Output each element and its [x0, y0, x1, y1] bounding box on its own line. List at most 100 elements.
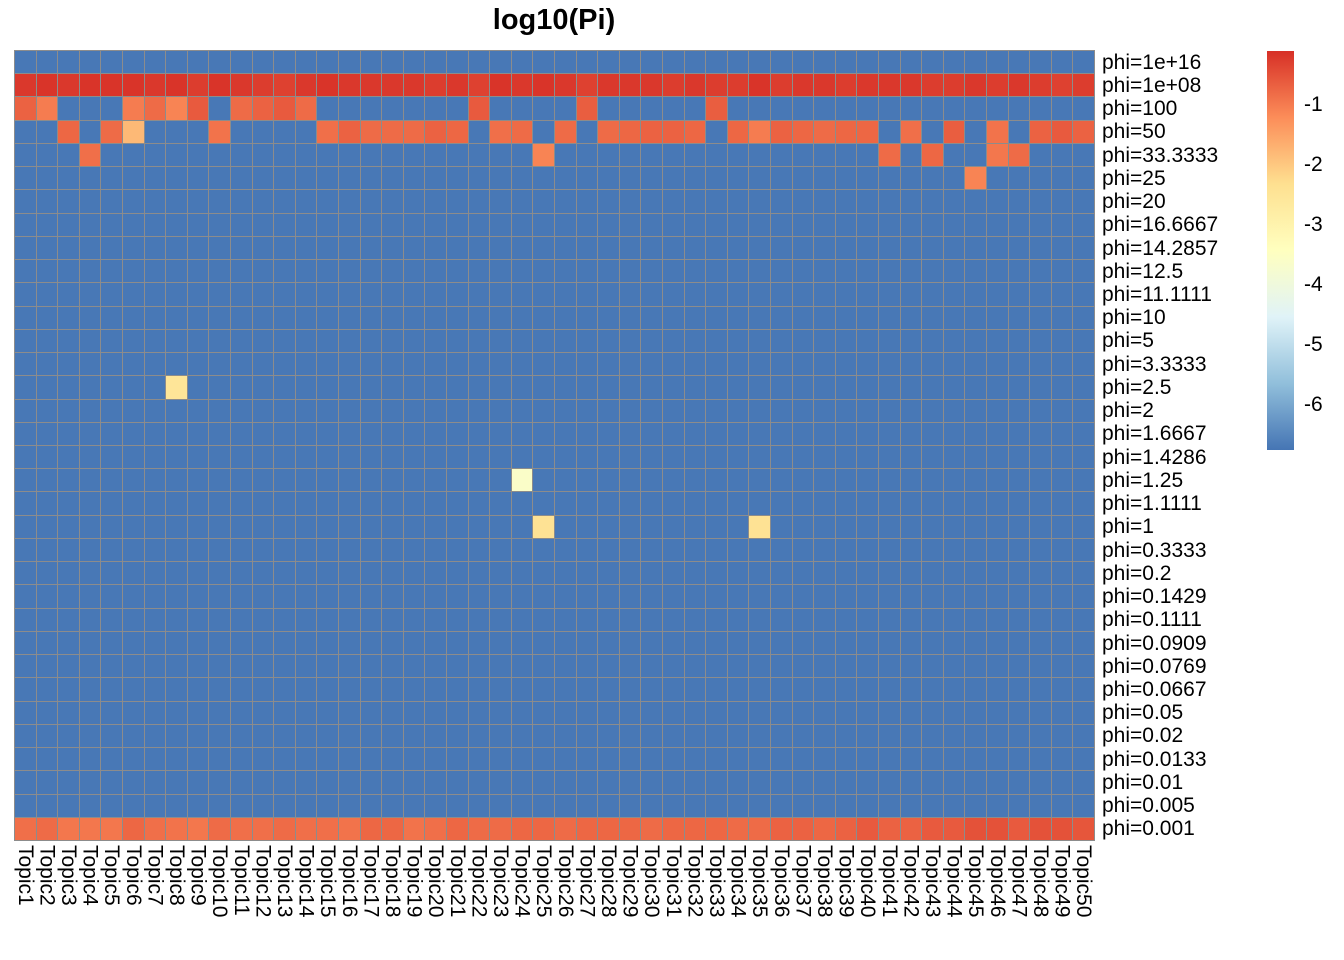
heatmap-cell	[899, 352, 923, 377]
heatmap-cell	[446, 445, 469, 470]
heatmap-cell	[683, 816, 707, 841]
heatmap-cell	[554, 305, 577, 330]
heatmap-cell	[964, 723, 987, 749]
heatmap-cell	[338, 630, 361, 656]
heatmap-cell	[165, 793, 188, 818]
heatmap-cell	[942, 235, 966, 261]
heatmap-cell	[78, 584, 102, 609]
heatmap-cell	[942, 723, 966, 749]
heatmap-cell	[791, 723, 815, 749]
heatmap-cell	[726, 537, 750, 563]
heatmap-cell	[273, 305, 296, 330]
heatmap-cell	[748, 445, 771, 470]
heatmap-cell	[986, 328, 1009, 354]
heatmap-cell	[813, 723, 836, 749]
heatmap-cell	[662, 398, 685, 423]
heatmap-cell	[748, 142, 771, 168]
heatmap-cell	[1072, 73, 1095, 98]
heatmap-cell	[834, 537, 858, 563]
heatmap-cell	[899, 445, 923, 470]
heatmap-cell	[813, 189, 836, 214]
heatmap-cell	[942, 352, 966, 377]
heatmap-cell	[770, 305, 793, 330]
heatmap-cell	[208, 654, 231, 679]
heatmap-cell	[554, 142, 577, 168]
heatmap-cell	[381, 770, 404, 795]
heatmap-cell	[770, 398, 793, 423]
heatmap-cell	[748, 352, 771, 377]
heatmap-cell	[338, 212, 361, 237]
heatmap-cell	[14, 352, 37, 377]
heatmap-cell	[986, 166, 1009, 191]
heatmap-cell	[35, 747, 59, 772]
heatmap-cell	[748, 747, 771, 772]
column-label: Topic16	[337, 845, 361, 918]
heatmap-cell	[316, 166, 339, 191]
heatmap-cell	[230, 212, 253, 237]
heatmap-cell	[100, 235, 123, 261]
heatmap-cell	[1072, 212, 1095, 237]
heatmap-cell	[554, 352, 577, 377]
heatmap-cell	[748, 282, 771, 307]
heatmap-cell	[100, 375, 123, 400]
heatmap-cell	[446, 259, 469, 284]
heatmap-cell	[878, 73, 901, 98]
heatmap-cell	[942, 328, 966, 354]
heatmap-cell	[1072, 537, 1095, 563]
heatmap-cell	[316, 305, 339, 330]
heatmap-cell	[251, 73, 275, 98]
heatmap-cell	[230, 723, 253, 749]
heatmap-cell	[575, 793, 599, 818]
heatmap-cell	[316, 584, 339, 609]
heatmap-cell	[251, 514, 275, 539]
heatmap-cell	[251, 119, 275, 144]
heatmap-cell	[14, 677, 37, 702]
row-label: phi=0.0667	[1102, 677, 1207, 701]
heatmap-cell	[14, 793, 37, 818]
heatmap-cell	[57, 537, 80, 563]
heatmap-cell	[467, 259, 491, 284]
heatmap-cell	[554, 235, 577, 261]
heatmap-cell	[1072, 398, 1095, 423]
heatmap-cell	[856, 328, 879, 354]
heatmap-cell	[338, 375, 361, 400]
heatmap-cell	[986, 700, 1009, 725]
heatmap-cell	[57, 723, 80, 749]
heatmap-cell	[748, 793, 771, 818]
heatmap-cell	[100, 584, 123, 609]
heatmap-cell	[165, 166, 188, 191]
heatmap-cell	[726, 793, 750, 818]
heatmap-cell	[251, 468, 275, 493]
heatmap-cell	[467, 73, 491, 98]
heatmap-cell	[813, 537, 836, 563]
heatmap-cell	[1029, 747, 1052, 772]
heatmap-cell	[251, 700, 275, 725]
heatmap-cell	[618, 700, 642, 725]
heatmap-cell	[813, 166, 836, 191]
heatmap-cell	[748, 189, 771, 214]
heatmap-cell	[78, 630, 102, 656]
heatmap-cell	[402, 607, 426, 632]
heatmap-cell	[294, 491, 318, 516]
heatmap-cell	[78, 654, 102, 679]
heatmap-cell	[662, 235, 685, 261]
heatmap-cell	[640, 816, 663, 841]
heatmap-cell	[316, 723, 339, 749]
heatmap-cell	[791, 119, 815, 144]
heatmap-cell	[273, 584, 296, 609]
heatmap-cell	[489, 189, 512, 214]
heatmap-cell	[1050, 398, 1074, 423]
heatmap-cell	[640, 677, 663, 702]
heatmap-cell	[1072, 235, 1095, 261]
heatmap-cell	[575, 816, 599, 841]
column-label: Topic24	[510, 845, 534, 918]
heatmap-cell	[402, 514, 426, 539]
heatmap-cell	[381, 352, 404, 377]
heatmap-cell	[316, 352, 339, 377]
heatmap-cell	[964, 793, 987, 818]
heatmap-cell	[770, 793, 793, 818]
heatmap-cell	[662, 305, 685, 330]
heatmap-cell	[316, 50, 339, 75]
heatmap-cell	[554, 73, 577, 98]
heatmap-cell	[14, 212, 37, 237]
